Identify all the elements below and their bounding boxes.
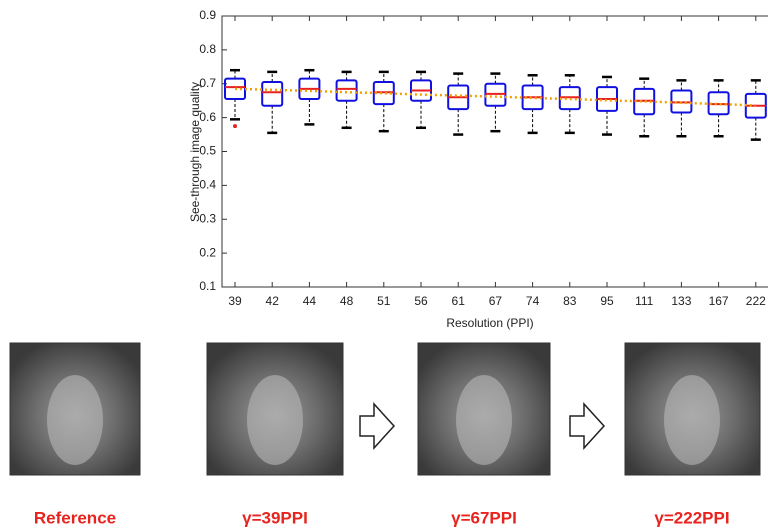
x-tick-label: 222 xyxy=(746,294,766,308)
x-tick-label: 51 xyxy=(377,294,391,308)
y-tick-label: 0.3 xyxy=(199,211,216,225)
y-tick-label: 0.1 xyxy=(199,279,216,293)
y-tick-label: 0.5 xyxy=(199,144,216,158)
x-tick-label: 67 xyxy=(489,294,503,308)
x-tick-label: 44 xyxy=(303,294,317,308)
x-tick-label: 48 xyxy=(340,294,354,308)
image xyxy=(624,342,761,476)
caption: γ=39PPI xyxy=(242,508,308,527)
x-tick-label: 39 xyxy=(228,294,242,308)
image-panels xyxy=(9,342,761,476)
y-tick-label: 0.7 xyxy=(199,76,216,90)
y-axis-label: See-through image quality xyxy=(188,82,202,222)
y-tick-label: 0.9 xyxy=(199,8,216,22)
arrow xyxy=(359,402,396,450)
arrow xyxy=(569,402,606,450)
x-tick-label: 167 xyxy=(709,294,729,308)
outlier xyxy=(233,124,237,129)
image xyxy=(417,342,551,476)
box xyxy=(224,77,246,100)
image xyxy=(206,342,344,476)
x-tick-label: 42 xyxy=(266,294,280,308)
trend-line xyxy=(234,87,756,107)
x-tick-label: 95 xyxy=(600,294,614,308)
image xyxy=(9,342,141,476)
x-tick-label: 133 xyxy=(671,294,691,308)
x-axis-label: Resolution (PPI) xyxy=(446,316,533,330)
y-tick-label: 0.6 xyxy=(199,110,216,124)
x-tick-label: 56 xyxy=(414,294,428,308)
plot-area xyxy=(221,15,768,288)
caption: γ=222PPI xyxy=(654,508,729,527)
x-tick-label: 61 xyxy=(452,294,466,308)
y-tick-label: 0.8 xyxy=(199,42,216,56)
y-tick-label: 0.2 xyxy=(199,245,216,259)
caption: γ=67PPI xyxy=(451,508,517,527)
x-tick-label: 111 xyxy=(635,294,654,308)
x-tick-label: 83 xyxy=(563,294,577,308)
plot-frame xyxy=(221,15,768,288)
y-tick-label: 0.4 xyxy=(199,178,216,192)
box xyxy=(335,79,358,102)
x-tick-label: 74 xyxy=(526,294,540,308)
caption: Reference xyxy=(34,508,116,527)
box xyxy=(261,81,284,107)
